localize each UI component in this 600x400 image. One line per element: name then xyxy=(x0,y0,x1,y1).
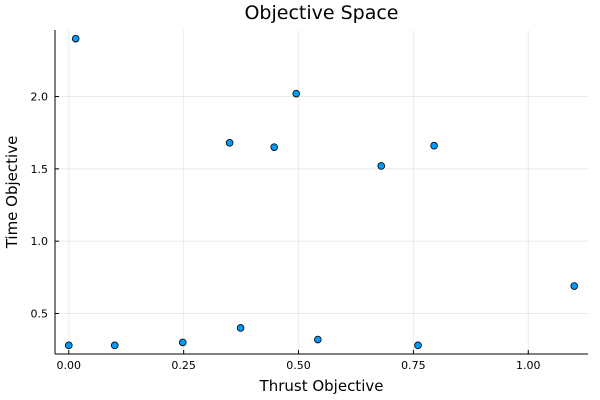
scatter-point xyxy=(570,282,579,290)
y-axis-label: Time Objective xyxy=(3,136,21,250)
y-tick-label: 2.0 xyxy=(31,91,49,104)
y-tick-label: 1.0 xyxy=(31,235,49,248)
x-tick-label: 0.25 xyxy=(171,359,196,372)
x-tick-label: 0.00 xyxy=(57,359,82,372)
grid-lines xyxy=(55,30,588,354)
scatter-point xyxy=(71,34,80,43)
y-tick-label: 0.5 xyxy=(31,308,49,321)
x-tick-label: 0.50 xyxy=(286,359,311,372)
axis-ticks: 0.00 0.25 0.50 0.75 1.00 0.5 1.0 1.5 2.0 xyxy=(31,91,541,372)
x-tick-label: 1.00 xyxy=(516,359,541,372)
x-axis-label: Thrust Objective xyxy=(259,377,384,395)
scatter-point xyxy=(292,89,301,98)
scatter-point xyxy=(377,162,386,170)
scatter-point xyxy=(314,335,322,344)
x-tick-label: 0.75 xyxy=(401,359,426,372)
scatter-point xyxy=(430,141,438,150)
scatter-point xyxy=(270,143,278,151)
chart-title: Objective Space xyxy=(244,2,398,24)
scatter-point xyxy=(414,341,422,350)
scatter-point xyxy=(225,139,234,147)
scatter-point xyxy=(110,341,119,350)
scatter-point xyxy=(178,338,187,347)
scatter-point xyxy=(236,324,245,332)
scatter-point xyxy=(64,341,73,350)
data-points xyxy=(64,34,579,350)
y-tick-label: 1.5 xyxy=(31,163,49,176)
